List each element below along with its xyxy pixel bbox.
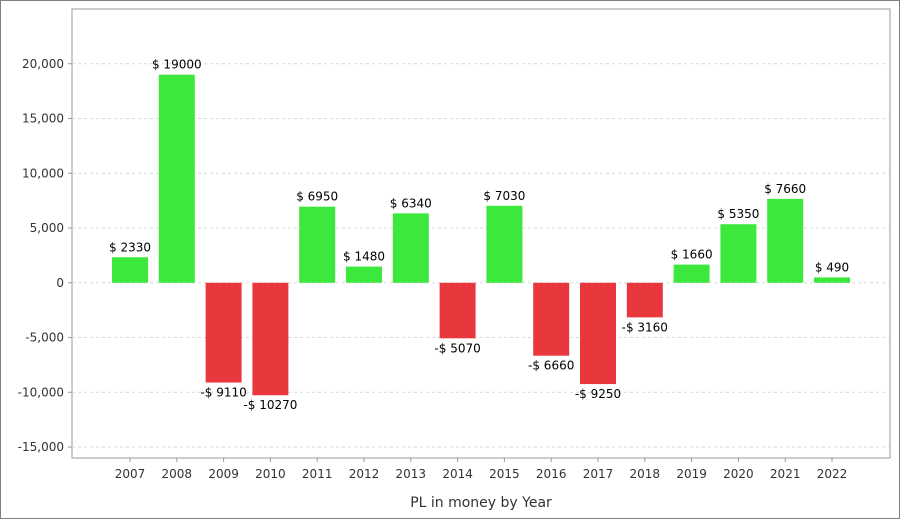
bar-2011 <box>299 206 336 283</box>
data-label-2014: -$ 5070 <box>434 341 480 355</box>
x-tick-label: 2010 <box>255 467 286 481</box>
bar-2012 <box>346 266 382 283</box>
bar-2019 <box>673 264 710 283</box>
data-label-2008: $ 19000 <box>152 58 202 72</box>
data-label-2007: $ 2330 <box>109 240 151 254</box>
bar-2022 <box>814 277 850 283</box>
data-label-2015: $ 7030 <box>483 189 525 203</box>
x-tick-label: 2020 <box>723 467 754 481</box>
x-tick-label: 2018 <box>630 467 661 481</box>
x-tick-label: 2014 <box>442 467 473 481</box>
y-axis-ticks: -15,000 -10,000 -5,000 0 5,000 10,000 15,000 20… <box>18 57 72 454</box>
y-tick-label: 10,000 <box>22 166 64 180</box>
y-tick-label: 5,000 <box>30 221 64 235</box>
bar-2010 <box>252 282 289 396</box>
x-tick-label: 2019 <box>676 467 707 481</box>
bar-2018 <box>626 282 663 318</box>
x-tick-label: 2011 <box>302 467 333 481</box>
data-label-2017: -$ 9250 <box>575 387 621 401</box>
data-label-2019: $ 1660 <box>671 248 713 262</box>
data-label-2022: $ 490 <box>815 260 849 274</box>
x-tick-label: 2007 <box>115 467 146 481</box>
data-label-2021: $ 7660 <box>764 182 806 196</box>
y-tick-label: 20,000 <box>22 57 64 71</box>
x-tick-label: 2008 <box>162 467 193 481</box>
y-tick-label: -15,000 <box>18 440 64 454</box>
x-tick-label: 2013 <box>396 467 427 481</box>
x-axis-ticks: 2007 2008 2009 2010 2011 2012 2013 2014 2015 2016… <box>115 458 848 481</box>
data-label-2020: $ 5350 <box>717 207 759 221</box>
gridlines <box>72 63 890 448</box>
data-label-2009: -$ 9110 <box>200 386 246 400</box>
x-tick-label: 2017 <box>583 467 614 481</box>
data-label-2012: $ 1480 <box>343 250 385 264</box>
x-tick-label: 2009 <box>208 467 239 481</box>
bar-2021 <box>767 198 804 283</box>
data-label-2011: $ 6950 <box>296 190 338 204</box>
y-tick-label: 15,000 <box>22 112 64 126</box>
bar-2008 <box>158 74 195 283</box>
bar-2007 <box>112 257 148 283</box>
data-label-2010: -$ 10270 <box>243 398 297 412</box>
x-tick-label: 2016 <box>536 467 567 481</box>
x-tick-label: 2012 <box>349 467 380 481</box>
data-labels: $ 2330 $ 19000 -$ 9110-$ 10270 $ 6950 $ 1480… <box>109 58 849 413</box>
bars <box>112 74 850 396</box>
bar-2009 <box>205 282 242 383</box>
data-label-2013: $ 6340 <box>390 196 432 210</box>
x-tick-label: 2015 <box>489 467 520 481</box>
data-label-2016: -$ 6660 <box>528 359 574 373</box>
bar-2015 <box>486 205 523 283</box>
y-tick-label: 0 <box>56 276 64 290</box>
data-label-2018: -$ 3160 <box>622 320 668 334</box>
bar-2013 <box>392 213 429 283</box>
y-tick-label: -5,000 <box>25 331 64 345</box>
x-tick-label: 2022 <box>817 467 848 481</box>
bar-2014 <box>439 282 476 339</box>
x-tick-label: 2021 <box>770 467 801 481</box>
x-axis-title: PL in money by Year <box>410 495 552 511</box>
bar-2017 <box>580 282 616 385</box>
bar-2016 <box>533 282 570 356</box>
y-tick-label: -10,000 <box>18 385 64 399</box>
bar-2020 <box>720 224 757 283</box>
